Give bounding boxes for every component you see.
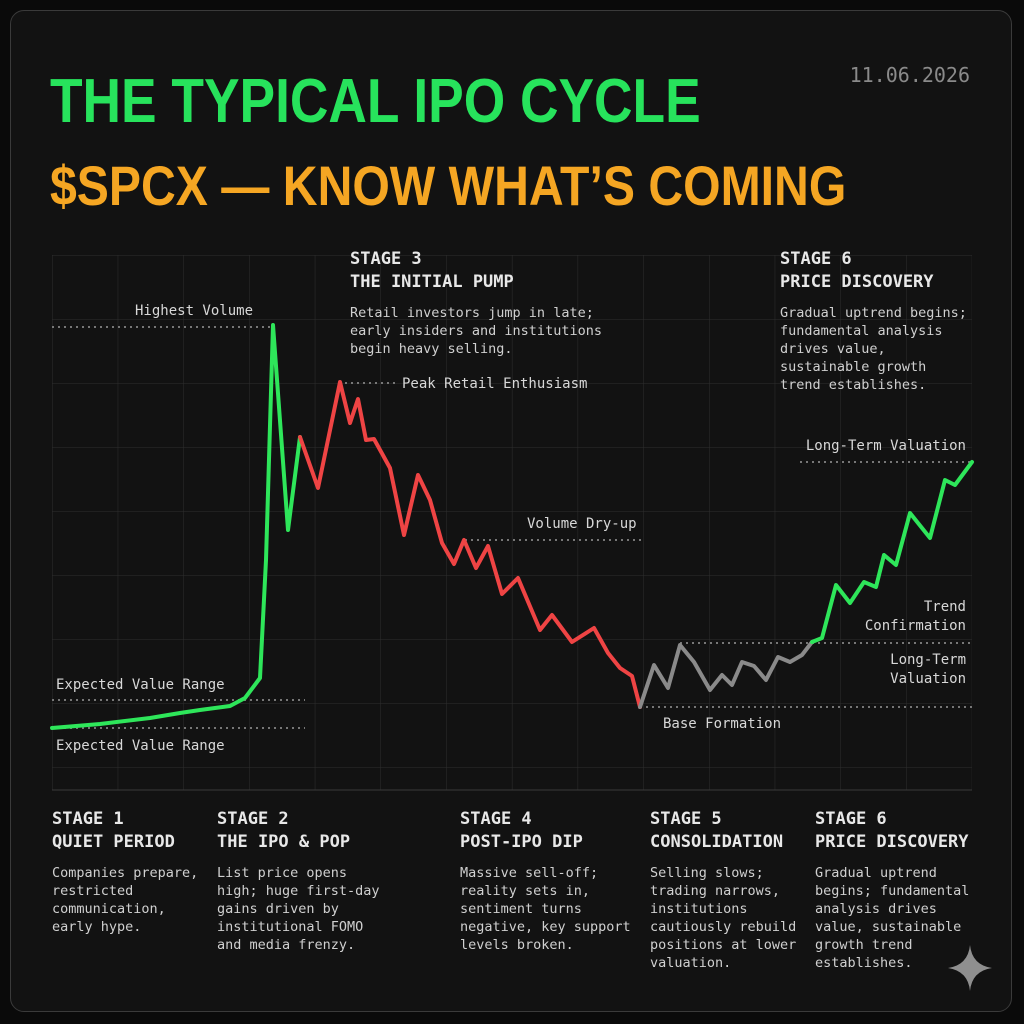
annotation-line: Expected Value Range (56, 738, 225, 754)
annotation: Trend Confirmation (865, 599, 966, 634)
date: 11.06.2026 (850, 63, 970, 87)
chart-subtitle: $SPCX — KNOW WHAT’S COMING (50, 156, 846, 218)
annotation: Highest Volume (135, 303, 253, 319)
annotation: Expected Value Range (56, 738, 225, 754)
price-line (298, 380, 642, 709)
chart-title: THE TYPICAL IPO CYCLE (50, 67, 701, 136)
stage-text: Selling slows; trading narrows, institut… (650, 865, 797, 971)
stage-number: STAGE 6 (815, 809, 887, 829)
price-line (50, 323, 302, 730)
stage-block: STAGE 6 PRICE DISCOVERY Gradual uptrend be… (780, 248, 970, 394)
annotation-line: Long-Term (890, 652, 966, 668)
annotation-line: Base Formation (663, 716, 781, 732)
stage-name: POST-IPO DIP (460, 832, 583, 852)
stage-number: STAGE 4 (460, 809, 532, 829)
stage-name: CONSOLIDATION (650, 832, 784, 852)
stage-text: List price opens high; huge first-day ga… (217, 865, 380, 953)
stage-number: STAGE 1 (52, 809, 124, 829)
stage-name: PRICE DISCOVERY (815, 832, 969, 852)
annotation: Peak Retail Enthusiasm (402, 376, 587, 392)
stage-text: Gradual uptrend begins; fundamental anal… (815, 865, 970, 971)
annotation-line: Long-Term Valuation (806, 438, 966, 454)
stage-number: STAGE 3 (350, 249, 422, 269)
stage-number: STAGE 5 (650, 809, 722, 829)
stage-number: STAGE 2 (217, 809, 289, 829)
stage-text: Retail investors jump in late; early ins… (350, 305, 602, 357)
sparkle-icon (948, 945, 992, 991)
stage-number: STAGE 6 (780, 249, 852, 269)
price-line (638, 640, 814, 709)
stage-name: THE IPO & POP (217, 832, 351, 852)
annotation-line: Valuation (890, 671, 966, 687)
annotation-line: Expected Value Range (56, 677, 225, 693)
annotation-line: Highest Volume (135, 303, 253, 319)
annotation: Expected Value Range (56, 677, 225, 693)
stage-name: THE INITIAL PUMP (350, 272, 514, 292)
annotation-line: Volume Dry-up (527, 516, 637, 532)
stage-name: QUIET PERIOD (52, 832, 175, 852)
stage-text: Companies prepare, restricted communicat… (52, 865, 199, 935)
grid (52, 255, 972, 790)
stage-block: STAGE 4 POST-IPO DIP Massive sell-off; rea… (460, 808, 642, 954)
annotation: Long-Term Valuation (806, 438, 966, 454)
stage-block: STAGE 3 THE INITIAL PUMP Retail investors … (350, 248, 618, 358)
annotation-line: Confirmation (865, 618, 966, 634)
stage-block: STAGE 6 PRICE DISCOVERY Gradual uptrend be… (815, 808, 980, 972)
annotation-line: Peak Retail Enthusiasm (402, 376, 587, 392)
annotation: Long-Term Valuation (890, 652, 966, 687)
stage-name: PRICE DISCOVERY (780, 272, 934, 292)
stage-text: Gradual uptrend begins; fundamental anal… (780, 305, 967, 393)
price-line (810, 460, 974, 644)
stage-block: STAGE 2 THE IPO & POP List price opens hig… (217, 808, 393, 954)
annotation-line: Trend (924, 599, 966, 615)
annotation: Volume Dry-up (527, 516, 637, 532)
stage-block: STAGE 1 QUIET PERIOD Companies prepare, re… (52, 808, 212, 936)
stage-text: Massive sell-off; reality sets in, senti… (460, 865, 631, 953)
stage-block: STAGE 5 CONSOLIDATION Selling slows; tradi… (650, 808, 810, 972)
annotation: Base Formation (663, 716, 781, 732)
